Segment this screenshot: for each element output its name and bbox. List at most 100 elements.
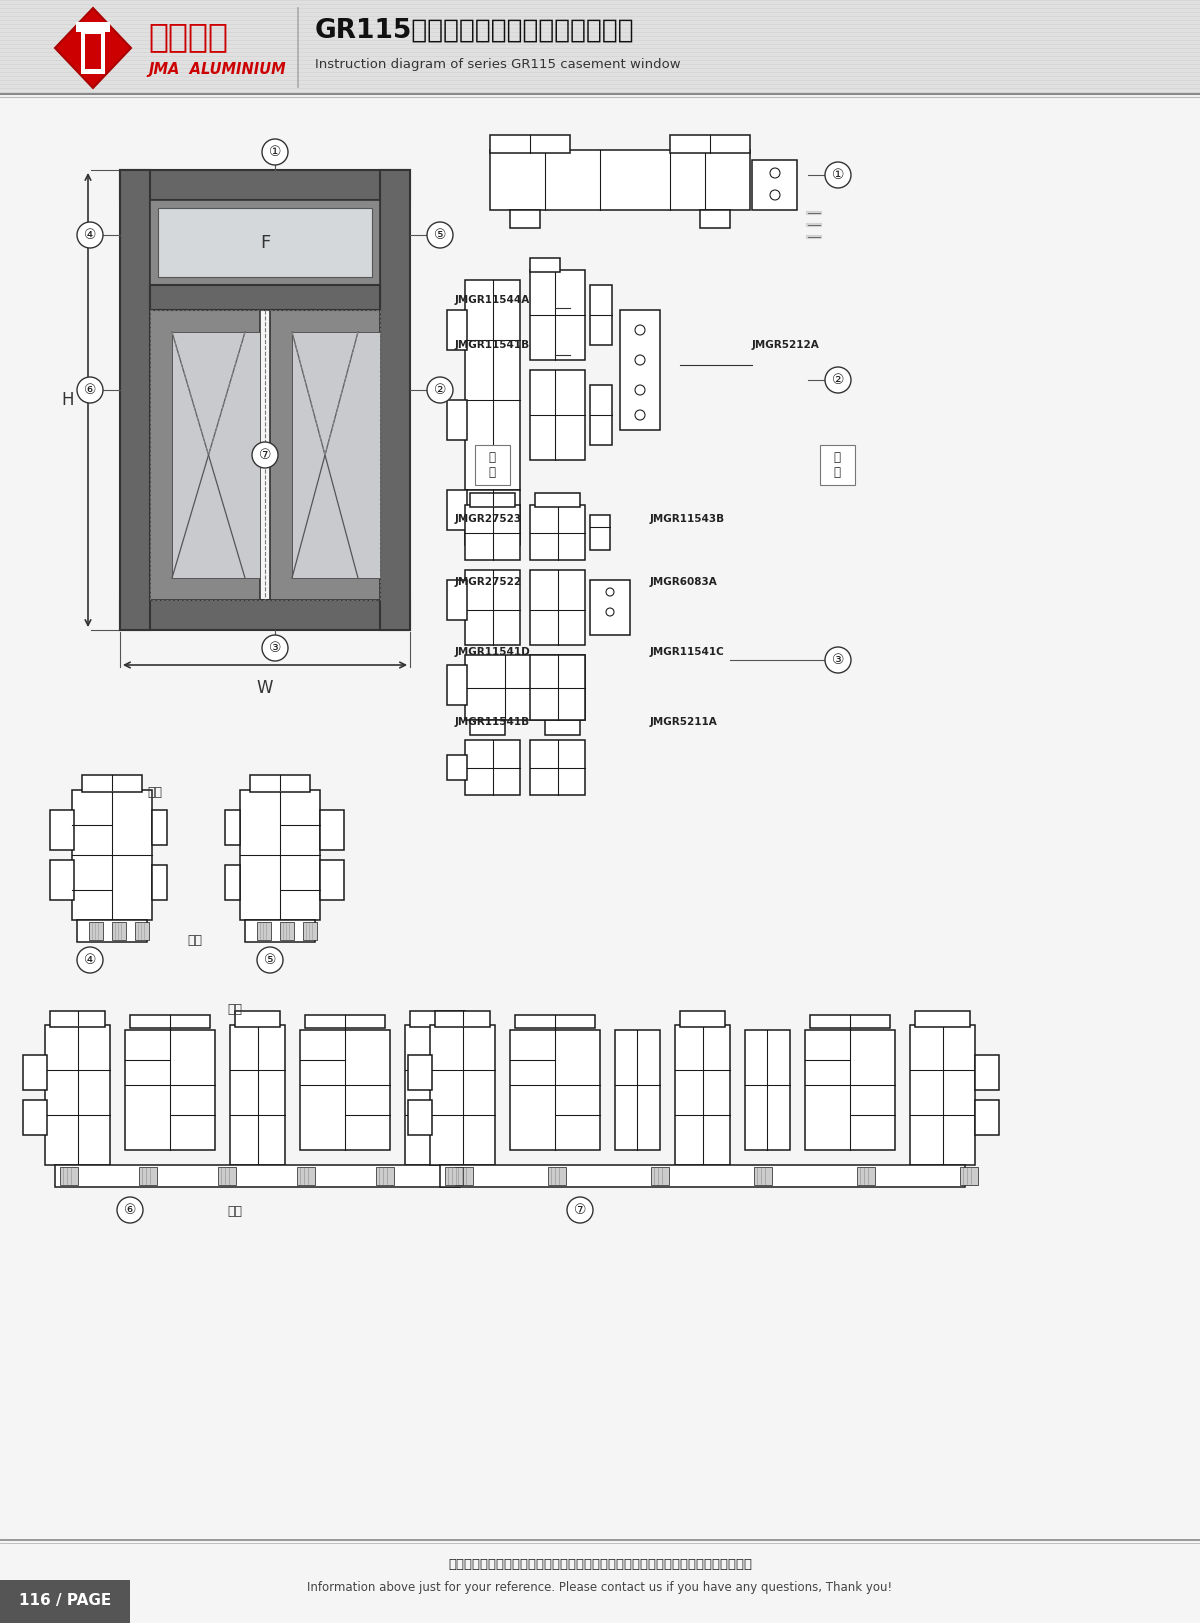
Text: ③: ③	[832, 652, 845, 667]
Circle shape	[606, 588, 614, 596]
Bar	[250, 776, 310, 792]
Text: GR115系列隔热窗纱一体平开窗结构图: GR115系列隔热窗纱一体平开窗结构图	[314, 18, 635, 44]
Bar	[50, 810, 74, 850]
Text: ⑦: ⑦	[574, 1203, 587, 1217]
Circle shape	[568, 1198, 593, 1224]
Text: JMGR11541B: JMGR11541B	[455, 717, 530, 727]
Bar	[408, 1100, 432, 1134]
Bar	[23, 1100, 47, 1134]
Bar	[72, 790, 152, 920]
Text: ①: ①	[832, 169, 845, 182]
Circle shape	[427, 222, 454, 248]
Bar	[530, 258, 560, 273]
Bar	[320, 860, 344, 901]
Bar	[0, 1581, 130, 1623]
Bar	[50, 1011, 106, 1027]
Text: ⑤: ⑤	[264, 953, 276, 967]
Bar	[466, 656, 586, 721]
Bar	[46, 1026, 110, 1165]
Bar	[490, 149, 750, 209]
Text: 室外: 室外	[187, 933, 203, 946]
Bar	[376, 1167, 394, 1185]
Bar	[700, 209, 730, 227]
Bar	[218, 1167, 236, 1185]
Bar	[158, 208, 372, 278]
Bar	[85, 34, 101, 70]
Bar	[408, 1055, 432, 1091]
Text: F: F	[260, 234, 270, 252]
Bar	[270, 310, 380, 601]
Circle shape	[77, 377, 103, 403]
Bar	[590, 385, 612, 445]
Bar	[545, 721, 580, 735]
Bar	[466, 281, 520, 490]
Bar	[974, 1100, 998, 1134]
Bar	[50, 860, 74, 901]
Bar	[130, 1014, 210, 1027]
Bar	[674, 1026, 730, 1165]
Circle shape	[635, 325, 646, 334]
Bar	[466, 740, 520, 795]
Bar	[590, 579, 630, 635]
Text: ⑤: ⑤	[433, 227, 446, 242]
Bar	[960, 1167, 978, 1185]
Text: ④: ④	[84, 953, 96, 967]
Text: ①: ①	[269, 144, 281, 159]
Bar	[60, 1167, 78, 1185]
Bar	[810, 1014, 890, 1027]
Bar	[590, 514, 610, 550]
Bar	[245, 920, 314, 941]
Bar	[430, 1026, 496, 1165]
Text: JMGR27522: JMGR27522	[455, 578, 522, 588]
Bar	[590, 286, 612, 346]
Bar	[530, 505, 586, 560]
Bar	[470, 721, 505, 735]
Bar	[82, 23, 106, 75]
Bar	[226, 865, 240, 901]
Text: H: H	[61, 391, 74, 409]
Bar	[226, 810, 240, 846]
Circle shape	[262, 635, 288, 661]
Bar	[446, 399, 467, 440]
Bar	[470, 1100, 494, 1134]
Bar	[475, 445, 510, 485]
Text: ⑥: ⑥	[84, 383, 96, 398]
Bar	[280, 922, 294, 940]
Bar	[455, 1167, 473, 1185]
Bar	[76, 23, 110, 32]
Bar	[305, 1014, 385, 1027]
Bar	[410, 1011, 466, 1027]
Bar	[172, 333, 260, 578]
Circle shape	[635, 355, 646, 365]
Bar	[754, 1167, 772, 1185]
Bar	[490, 135, 570, 153]
Bar	[120, 170, 410, 200]
Text: W: W	[257, 678, 274, 696]
Text: ④: ④	[84, 227, 96, 242]
Bar	[120, 170, 150, 630]
Text: ⑥: ⑥	[124, 1203, 137, 1217]
Bar	[466, 490, 520, 545]
Bar	[150, 200, 380, 286]
Bar	[82, 776, 142, 792]
Text: 116 / PAGE: 116 / PAGE	[19, 1594, 112, 1608]
Circle shape	[826, 648, 851, 674]
Bar	[650, 1167, 670, 1185]
Circle shape	[606, 609, 614, 617]
Bar	[530, 740, 586, 795]
Bar	[240, 790, 320, 920]
Bar	[820, 445, 854, 485]
Bar	[406, 1026, 470, 1165]
Bar	[257, 922, 271, 940]
Text: 图中所示型材截面、装配、编号、尺寸及重量仅供参考。如有疑问，请向本公司查询。: 图中所示型材截面、装配、编号、尺寸及重量仅供参考。如有疑问，请向本公司查询。	[448, 1558, 752, 1571]
Text: Instruction diagram of series GR115 casement window: Instruction diagram of series GR115 case…	[314, 58, 680, 71]
Bar	[292, 333, 380, 578]
Bar	[805, 1031, 895, 1151]
Bar	[515, 1014, 595, 1027]
Bar	[302, 922, 317, 940]
Circle shape	[77, 222, 103, 248]
Circle shape	[427, 377, 454, 403]
Bar	[530, 269, 586, 360]
Text: 室外: 室外	[228, 1204, 242, 1217]
Bar	[752, 161, 797, 209]
